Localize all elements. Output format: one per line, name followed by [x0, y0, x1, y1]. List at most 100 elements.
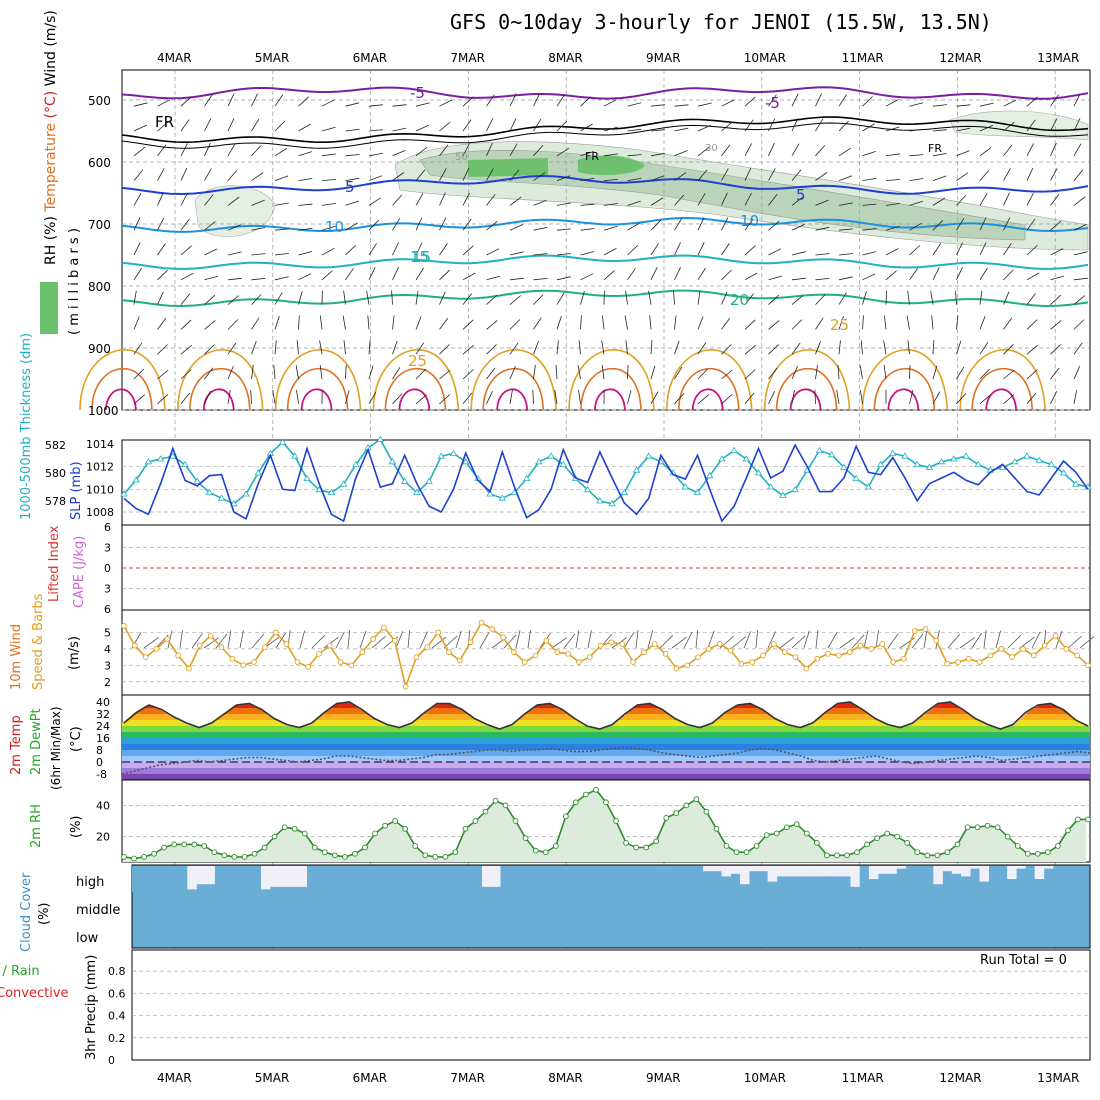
high-cloud-cell	[657, 866, 667, 892]
wind-barb	[368, 365, 374, 380]
wind-barb	[721, 317, 731, 330]
wind-barb	[744, 272, 758, 281]
wind-barb	[955, 290, 957, 305]
thickness-tick-580: 580	[45, 467, 66, 480]
high-cloud-cell	[749, 866, 759, 872]
wind-barb	[932, 391, 941, 404]
wind-barb	[721, 243, 730, 256]
wind-barb	[556, 120, 568, 132]
contour-label-FRc: FR	[928, 142, 942, 155]
barb	[527, 630, 531, 649]
wind-tick-5: 5	[104, 626, 111, 639]
wind-barb	[979, 102, 994, 107]
data-point	[683, 802, 690, 809]
wind-barb	[650, 197, 664, 206]
data-point	[771, 641, 777, 647]
wind-barb	[486, 142, 493, 156]
data-point	[161, 844, 168, 851]
high-cloud-cell	[868, 866, 879, 879]
wind-barb	[721, 217, 729, 231]
wind-barb	[227, 196, 240, 206]
data-point	[456, 657, 463, 664]
bubble-25-0	[79, 349, 166, 411]
wind-barb	[204, 94, 213, 107]
wind-barb	[979, 193, 988, 206]
wind-barb	[133, 217, 141, 231]
data-point	[521, 659, 528, 665]
wind-barb	[885, 270, 897, 281]
data-point	[339, 480, 348, 487]
wind-barb	[791, 143, 800, 157]
wind-barb	[298, 203, 313, 206]
wind-barb	[227, 342, 237, 355]
wind-barb	[836, 389, 840, 404]
wind-barb	[509, 295, 521, 305]
data-point	[824, 852, 830, 859]
wind-barb	[415, 146, 428, 157]
wind-barb	[1003, 344, 1014, 355]
temp-band	[122, 768, 1090, 774]
high-cloud-cell	[389, 866, 400, 892]
barb	[671, 636, 687, 649]
high-cloud-cell	[813, 866, 824, 877]
wind-barb	[979, 394, 991, 405]
wind-barb	[1026, 96, 1038, 107]
data-point	[706, 646, 712, 652]
wind-barb	[345, 390, 350, 404]
wind-barb	[815, 145, 826, 157]
wind-barb	[1073, 196, 1086, 206]
wind-barb	[721, 121, 733, 132]
barb	[659, 635, 674, 649]
wind-barb	[650, 129, 665, 132]
wind-barb	[298, 178, 313, 181]
wind-barb	[321, 99, 335, 107]
data-point	[994, 824, 1001, 831]
wind-barb	[321, 203, 336, 206]
wind-barb	[580, 96, 591, 107]
data-point	[500, 634, 506, 641]
wind-barb	[674, 194, 685, 206]
upper-ytick-800: 800	[88, 280, 111, 294]
data-point	[933, 637, 940, 644]
wind-barb	[979, 169, 990, 181]
wind-barb	[555, 364, 558, 380]
data-point	[452, 849, 459, 856]
high-cloud-cell	[399, 866, 409, 892]
wind-barb	[272, 389, 276, 404]
wind-barb	[556, 276, 571, 281]
contour-label-25: 25	[830, 316, 849, 334]
wind-barb	[627, 154, 642, 157]
data-point	[966, 655, 972, 662]
wind-barb	[1073, 319, 1085, 330]
wind-barb	[486, 320, 498, 330]
wind-barb	[768, 118, 776, 132]
wind-barb	[674, 393, 685, 405]
bubble-25-3	[372, 349, 460, 411]
data-point	[181, 841, 188, 848]
high-cloud-cell	[795, 866, 805, 877]
wind-barb	[1003, 291, 1010, 305]
data-point	[815, 446, 824, 453]
temp-label-4: (°C)	[69, 726, 84, 752]
wind-barb	[603, 270, 615, 281]
precip-panel-frame	[131, 949, 1091, 1061]
data-point	[673, 810, 680, 817]
bubble-25-7	[763, 349, 851, 411]
wind-barb	[815, 226, 830, 231]
lifted-index-label: Lifted Index	[47, 525, 62, 602]
contour-label--5b: -5	[765, 94, 780, 112]
cape-tick-3: 3	[104, 583, 111, 596]
high-cloud-cell	[574, 866, 584, 892]
contour-label-15: 15	[410, 248, 429, 266]
wind-barb	[838, 120, 849, 132]
wind-barb	[909, 178, 924, 181]
high-cloud-cell	[408, 866, 418, 892]
wind-barb	[627, 364, 629, 380]
high-cloud-cell	[675, 866, 685, 892]
wind-barb	[862, 178, 877, 181]
wind-barb	[603, 179, 618, 181]
wind-barb	[768, 220, 780, 231]
data-point	[132, 476, 140, 483]
data-point	[449, 449, 458, 456]
thickness-series-markers	[120, 435, 1092, 507]
